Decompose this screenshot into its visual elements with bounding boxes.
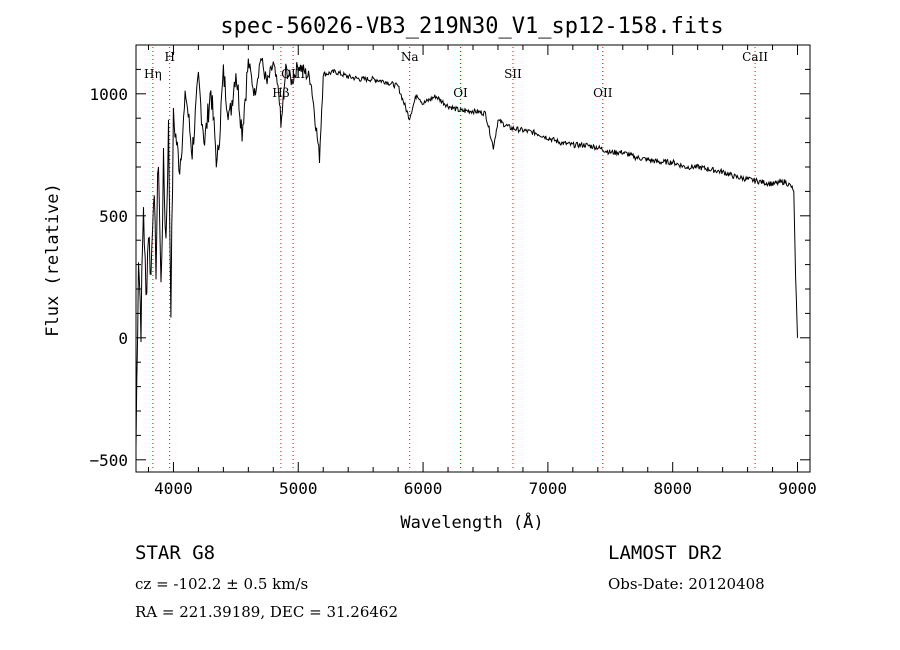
observation-date: Obs-Date: 20120408 <box>608 575 765 593</box>
spectral-line-label: SII <box>504 67 522 81</box>
spectral-line-label: Na <box>401 50 419 64</box>
plot-area-border <box>135 44 811 473</box>
y-tick-label: 0 <box>118 329 128 348</box>
spectral-line-label: CaII <box>742 50 768 64</box>
spectral-line-label: H <box>164 50 174 64</box>
x-tick-label: 9000 <box>778 479 817 498</box>
survey-name: LAMOST DR2 <box>608 542 723 564</box>
spectrum-series-line <box>135 57 798 449</box>
x-tick-label: 7000 <box>529 479 568 498</box>
y-tick-label: 500 <box>99 207 128 226</box>
chart-title: spec-56026-VB3_219N30_V1_sp12-158.fits <box>220 14 723 39</box>
y-axis-label: Flux (relative) <box>43 183 63 337</box>
x-axis-label: Wavelength (Å) <box>400 511 543 533</box>
spectral-line-label: Hβ <box>272 86 289 100</box>
object-class: STAR G8 <box>135 542 216 564</box>
axis-ticks: 4000 5000 6000 7000 8000 9000 −500 0 500 1000 <box>89 44 817 498</box>
x-tick-label: 6000 <box>404 479 443 498</box>
spectral-line-label: OII <box>593 86 613 100</box>
plot-frame <box>135 44 811 473</box>
y-tick-label: −500 <box>89 451 128 470</box>
y-tick-label: 1000 <box>89 85 128 104</box>
coordinates-info: RA = 221.39189, DEC = 31.26462 <box>135 603 399 621</box>
x-tick-label: 5000 <box>279 479 318 498</box>
x-tick-label: 8000 <box>653 479 692 498</box>
redshift-info: cz = -102.2 ± 0.5 km/s <box>135 575 309 593</box>
x-tick-label: 4000 <box>154 479 193 498</box>
spectral-line-label: Hη <box>144 67 162 81</box>
spectral-line-label: OI <box>453 86 468 100</box>
